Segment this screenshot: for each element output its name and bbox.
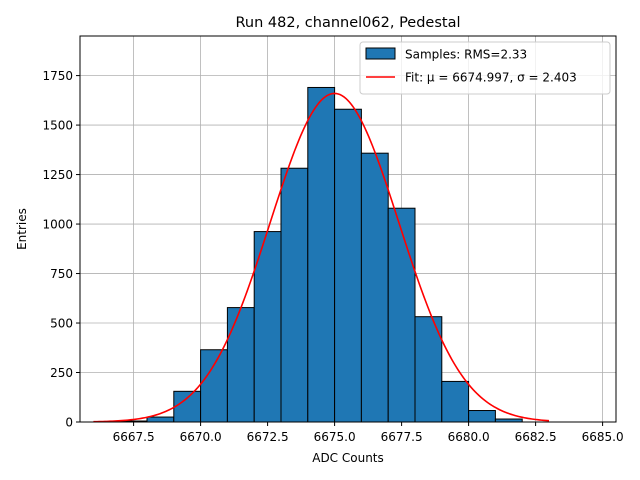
bars-layer (119, 86, 523, 423)
plot-frame (79, 35, 617, 423)
y-tick-label: 1750 (42, 69, 73, 83)
histogram-bar (226, 307, 255, 423)
x-tick-label: 6670.0 (180, 430, 222, 444)
y-tick-label: 1250 (42, 168, 73, 182)
legend-box (359, 41, 611, 95)
y-tick-label: 1000 (42, 218, 73, 232)
x-tick-label: 6667.5 (113, 430, 155, 444)
legend: Samples: RMS=2.33 Fit: μ = 6674.997, σ =… (359, 41, 611, 95)
x-tick-label: 6672.5 (247, 430, 289, 444)
histogram-bar (200, 349, 228, 423)
fit-curve (93, 92, 550, 423)
histogram-bar (387, 207, 416, 423)
y-tick-label: 1500 (42, 119, 73, 133)
x-tick-label: 6682.5 (515, 430, 557, 444)
y-tick-label: 500 (50, 317, 73, 331)
legend-swatch-histogram (365, 47, 396, 60)
x-tick-label: 6685.0 (582, 430, 624, 444)
histogram-bar (334, 108, 362, 423)
histogram-bar (468, 410, 496, 423)
y-tick-label: 0 (65, 416, 73, 430)
histogram-bar (280, 167, 309, 423)
x-tick-label: 6675.0 (314, 430, 356, 444)
y-tick-label: 750 (50, 267, 73, 281)
chart-title: Run 482, channel062, Pedestal (235, 15, 460, 31)
x-tick-label: 6677.5 (381, 430, 423, 444)
y-ticks: 0 250 500 750 1000 1250 1500 1750 (42, 69, 80, 430)
histogram-bar (360, 152, 389, 423)
x-ticks: 6667.5 6670.0 6672.5 6675.0 6677.5 6680.0 6682… (113, 422, 624, 444)
y-axis-label: Entries (15, 208, 29, 250)
legend-label-histogram: Samples: RMS=2.33 (405, 48, 527, 62)
x-tick-label: 6680.0 (448, 430, 490, 444)
legend-label-fit: Fit: μ = 6674.997, σ = 2.403 (405, 71, 577, 85)
x-axis-label: ADC Counts (312, 451, 384, 465)
histogram-bar (441, 380, 470, 423)
histogram-bar (173, 390, 202, 423)
histogram-bar (146, 416, 175, 423)
y-tick-label: 250 (50, 366, 73, 380)
histogram-bar (307, 86, 336, 423)
